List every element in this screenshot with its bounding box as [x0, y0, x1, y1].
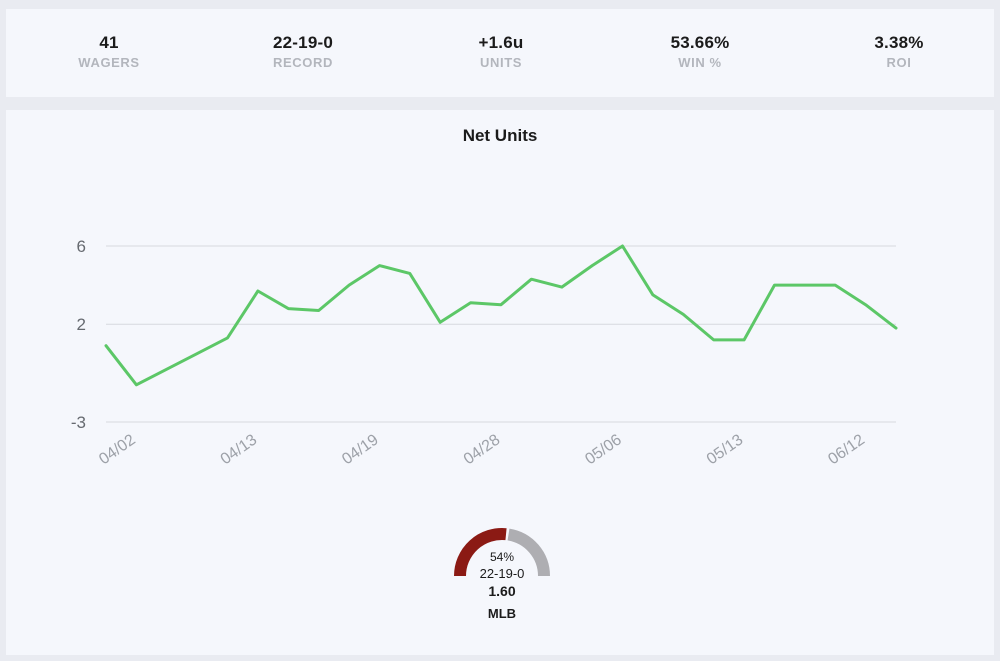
stat-units-value: +1.6u	[478, 33, 524, 52]
stat-roi-value: 3.38%	[874, 33, 924, 52]
gauge-win-segment	[454, 528, 507, 577]
x-tick-label: 05/13	[704, 431, 747, 468]
x-tick-label: 04/19	[339, 431, 382, 468]
stats-summary-bar: 41 WAGERS 22-19-0 RECORD +1.6u UNITS 53.…	[6, 9, 994, 97]
stat-roi: 3.38% ROI	[819, 33, 979, 70]
gauge-units: 1.60	[488, 583, 516, 599]
stat-units-label: UNITS	[480, 55, 522, 70]
y-tick-label: 2	[77, 315, 86, 334]
stat-record: 22-19-0 RECORD	[223, 33, 383, 70]
net-units-chart-card: Net Units 6 2 -3 04/02 04/13 04/19 04/28 05/06 0…	[6, 110, 994, 655]
net-units-line-chart: 6 2 -3 04/02 04/13 04/19 04/28 05/06 05/13 06/12	[71, 237, 898, 468]
win-rate-gauge: 54% 22-19-0 1.60 MLB	[450, 524, 554, 634]
stat-roi-label: ROI	[886, 55, 912, 70]
chart-title: Net Units	[462, 126, 538, 145]
stat-win-pct-value: 53.66%	[670, 33, 730, 52]
gauge-remaining-segment	[507, 528, 550, 577]
y-tick-label: 6	[77, 237, 86, 256]
gauge-record: 22-19-0	[479, 566, 525, 581]
stat-win-pct-label: WIN %	[678, 55, 722, 70]
stat-wagers-label: WAGERS	[78, 55, 140, 70]
x-tick-label: 06/12	[825, 431, 868, 468]
stat-win-pct: 53.66% WIN %	[620, 33, 780, 70]
x-tick-label: 04/13	[218, 431, 261, 468]
gauge-league: MLB	[487, 606, 517, 621]
net-units-series-line	[104, 244, 898, 387]
x-tick-label: 04/02	[96, 431, 139, 468]
stat-wagers-value: 41	[99, 33, 119, 52]
x-tick-label: 05/06	[582, 431, 625, 468]
stat-wagers: 41 WAGERS	[29, 33, 189, 70]
y-tick-label: -3	[71, 413, 86, 432]
stat-record-value: 22-19-0	[273, 33, 333, 52]
stat-units: +1.6u UNITS	[421, 33, 581, 70]
x-tick-label: 04/28	[461, 431, 504, 468]
stat-record-label: RECORD	[273, 55, 333, 70]
gauge-arc	[454, 528, 550, 577]
gauge-percent: 54%	[489, 550, 515, 564]
